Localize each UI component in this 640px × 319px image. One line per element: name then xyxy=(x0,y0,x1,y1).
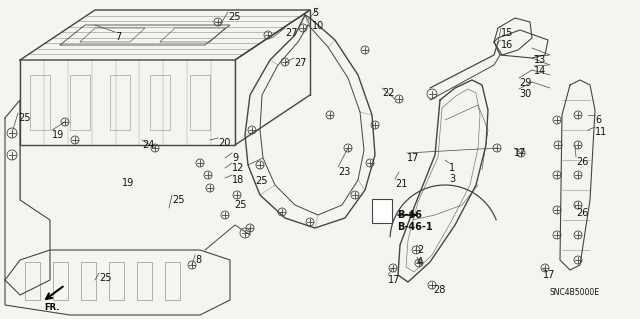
Text: 24: 24 xyxy=(142,140,154,150)
Text: 27: 27 xyxy=(294,58,307,68)
Text: 6: 6 xyxy=(595,115,601,125)
Text: 22: 22 xyxy=(382,88,394,98)
Text: B-46-1: B-46-1 xyxy=(397,222,433,232)
Text: 4: 4 xyxy=(417,257,423,267)
Text: 29: 29 xyxy=(519,78,531,88)
Text: 17: 17 xyxy=(388,275,401,285)
Text: 23: 23 xyxy=(338,167,350,177)
Text: B-46: B-46 xyxy=(397,210,422,220)
FancyBboxPatch shape xyxy=(372,199,392,223)
Text: 3: 3 xyxy=(449,174,455,184)
Text: 25: 25 xyxy=(99,273,111,283)
Text: 19: 19 xyxy=(52,130,64,140)
Text: 25: 25 xyxy=(234,200,246,210)
Text: 26: 26 xyxy=(576,208,588,218)
Text: 19: 19 xyxy=(122,178,134,188)
Text: 25: 25 xyxy=(228,12,241,22)
Text: 28: 28 xyxy=(433,285,445,295)
Text: 10: 10 xyxy=(312,21,324,31)
Text: 2: 2 xyxy=(417,245,423,255)
Text: 18: 18 xyxy=(232,175,244,185)
Text: SNC4B5000E: SNC4B5000E xyxy=(549,288,599,297)
Text: FR.: FR. xyxy=(44,303,60,312)
Text: 16: 16 xyxy=(501,40,513,50)
Text: 26: 26 xyxy=(576,157,588,167)
Text: 11: 11 xyxy=(595,127,607,137)
Text: 25: 25 xyxy=(255,176,268,186)
Text: 5: 5 xyxy=(312,8,318,18)
Text: 8: 8 xyxy=(195,255,201,265)
Text: 30: 30 xyxy=(519,89,531,99)
Text: 1: 1 xyxy=(449,163,455,173)
Text: 25: 25 xyxy=(18,113,31,123)
Text: 7: 7 xyxy=(115,32,121,42)
Text: 21: 21 xyxy=(395,179,408,189)
Text: 9: 9 xyxy=(232,153,238,163)
Text: 27: 27 xyxy=(285,28,298,38)
Text: 17: 17 xyxy=(407,153,419,163)
Text: 13: 13 xyxy=(534,55,547,65)
Text: 12: 12 xyxy=(232,163,244,173)
Text: 17: 17 xyxy=(543,270,556,280)
Text: 20: 20 xyxy=(218,138,230,148)
Text: 17: 17 xyxy=(514,148,526,158)
Text: 14: 14 xyxy=(534,66,547,76)
Text: 15: 15 xyxy=(501,28,513,38)
Text: 25: 25 xyxy=(172,195,184,205)
